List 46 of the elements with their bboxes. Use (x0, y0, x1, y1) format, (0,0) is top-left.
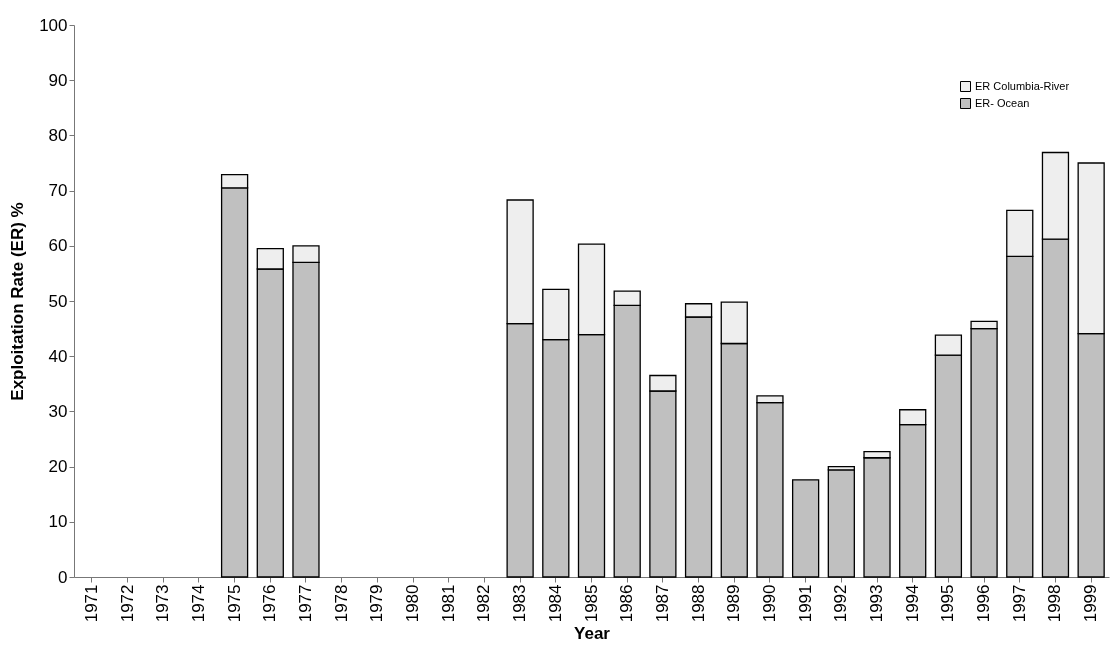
x-tick-label: 1994 (902, 584, 922, 623)
x-tick-label: 1985 (581, 584, 601, 623)
x-tick-label: 1975 (224, 584, 244, 623)
x-tick-label: 1980 (403, 584, 423, 623)
y-tick-label: 10 (48, 512, 68, 532)
x-tick-label: 1999 (1081, 584, 1101, 623)
legend-label: ER Columbia-River (975, 79, 1070, 92)
y-tick-label: 30 (48, 401, 68, 421)
x-tick-label: 1987 (652, 584, 672, 623)
y-tick-label: 20 (48, 457, 68, 477)
x-tick-label: 1983 (510, 584, 530, 623)
y-tick-label: 60 (48, 236, 68, 256)
x-tick-label: 1976 (260, 584, 280, 623)
x-tick-label: 1979 (367, 584, 387, 623)
x-tick-label: 1981 (438, 584, 458, 623)
bar (791, 479, 820, 578)
x-tick-label: 1986 (617, 584, 637, 623)
x-tick-label: 1977 (295, 584, 315, 623)
y-tick-label: 50 (48, 291, 68, 311)
x-tick-label: 1982 (474, 584, 494, 623)
y-tick-label: 80 (48, 125, 68, 145)
y-tick-label: 70 (48, 181, 68, 201)
x-axis-title: Year (574, 624, 611, 644)
y-tick-label: 40 (48, 346, 68, 366)
x-tick-label: 1974 (188, 584, 208, 623)
x-tick-label: 1971 (81, 584, 101, 623)
x-tick-label: 1993 (867, 584, 887, 623)
x-tick-label: 1992 (831, 584, 851, 623)
legend-label: ER- Ocean (975, 96, 1030, 109)
y-tick-label: 100 (39, 15, 68, 35)
x-tick-label: 1978 (331, 584, 351, 623)
x-tick-label: 1997 (1009, 584, 1029, 623)
x-tick-label: 1984 (545, 584, 565, 623)
x-tick-label: 1996 (974, 584, 994, 623)
x-tick-label: 1990 (759, 584, 779, 623)
x-tick-label: 1988 (688, 584, 708, 623)
x-tick-label: 1998 (1045, 584, 1065, 623)
x-tick-label: 1973 (153, 584, 173, 623)
y-axis-title: Exploitation Rate (ER) % (8, 202, 28, 401)
y-tick-label: 0 (58, 567, 68, 587)
x-tick-label: 1989 (724, 584, 744, 623)
x-tick-label: 1972 (117, 584, 137, 623)
x-tick-label: 1995 (938, 584, 958, 623)
y-tick-label: 90 (48, 70, 68, 90)
bar (827, 469, 855, 578)
x-tick-label: 1991 (795, 584, 815, 623)
